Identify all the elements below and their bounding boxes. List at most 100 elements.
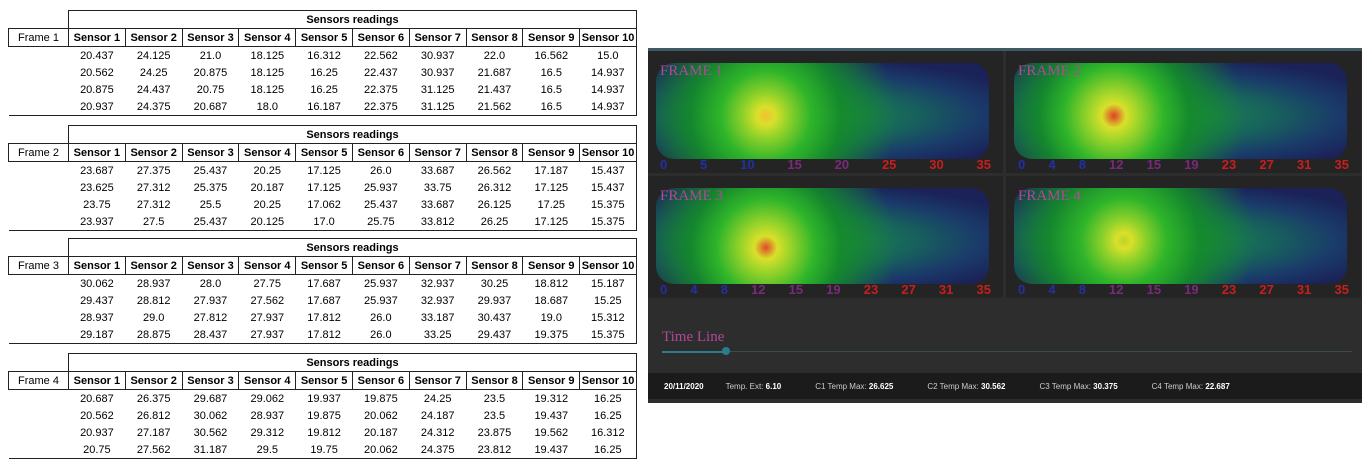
reading: 30.437	[477, 311, 512, 324]
status-item: C1 Temp Max: 26.625	[815, 382, 893, 391]
reading: 24.375	[420, 443, 455, 456]
reading: 19.437	[534, 409, 569, 422]
scale-label: 15	[1146, 282, 1162, 297]
reading: 30.562	[193, 426, 228, 439]
frame-label: Frame 3	[8, 256, 69, 275]
reading: 26.0	[370, 164, 392, 177]
frame-label: Frame 1	[8, 28, 69, 47]
spacer	[9, 47, 69, 65]
sensor-header: Sensor 9	[522, 143, 581, 162]
scale-label: 0	[1018, 282, 1026, 297]
timeline-progress	[662, 351, 726, 353]
reading: 27.937	[250, 328, 285, 341]
reading: 22.375	[364, 100, 398, 113]
reading: 32.937	[420, 294, 455, 307]
scale-label: 8	[1078, 282, 1086, 297]
scale-label: 19	[1184, 157, 1199, 172]
reading: 20.937	[80, 100, 114, 113]
reading: 16.25	[594, 392, 622, 405]
frame-title: FRAME 1	[660, 63, 723, 79]
scale-label: 15	[788, 282, 804, 297]
reading: 19.312	[534, 392, 569, 405]
reading: 19.562	[534, 426, 569, 439]
reading: 14.937	[590, 100, 625, 113]
reading: 26.562	[477, 164, 512, 177]
reading: 16.312	[307, 49, 341, 62]
reading: 20.937	[80, 426, 114, 439]
reading: 28.0	[199, 277, 222, 290]
reading: 20.062	[364, 443, 398, 456]
timeline-handle[interactable]	[722, 347, 730, 355]
reading: 30.062	[193, 409, 228, 422]
reading: 33.25	[423, 328, 452, 341]
reading: 17.062	[307, 198, 341, 211]
reading: 22.0	[483, 49, 506, 62]
spacer	[9, 64, 69, 81]
sensor-header: Sensor 3	[181, 256, 240, 275]
data-row: 20.937 27.187 30.562 29.312 19.812 20.187 24.3…	[9, 424, 637, 441]
scale-label: 35	[976, 282, 991, 297]
reading: 24.125	[136, 49, 171, 62]
reading: 27.312	[136, 198, 171, 211]
reading: 16.25	[594, 443, 622, 456]
reading: 20.875	[193, 66, 228, 79]
spacer	[9, 390, 69, 408]
reading: 31.125	[420, 83, 455, 96]
reading: 17.0	[313, 215, 335, 228]
scale-label: 23	[1221, 282, 1237, 297]
reading: 20.75	[196, 83, 225, 96]
status-item: C3 Temp Max: 30.375	[1040, 382, 1118, 391]
sensor-header: Sensor 5	[295, 256, 353, 275]
reading: 16.25	[594, 409, 622, 422]
reading: 28.875	[136, 328, 171, 341]
reading: 25.75	[367, 215, 395, 228]
timeline-track[interactable]	[662, 351, 1352, 352]
reading: 27.937	[193, 294, 228, 307]
scale-label: 4	[690, 282, 698, 297]
reading: 24.25	[423, 392, 452, 405]
frame-panel: FRAME 4 0 4 8 12 15 19 23 27 31 35	[1006, 176, 1361, 298]
reading: 15.375	[590, 328, 625, 341]
reading: 27.75	[253, 277, 282, 290]
reading: 33.687	[420, 164, 455, 177]
date: 20/11/2020	[664, 381, 704, 391]
scale-label: 5	[700, 157, 708, 172]
status-value: 6.10	[765, 381, 782, 391]
reading: 20.187	[250, 181, 285, 194]
reading: 17.125	[307, 164, 341, 177]
sensor-header: Sensor 5	[295, 143, 353, 162]
scale-label: 23	[1221, 157, 1237, 172]
reading: 29.437	[80, 294, 114, 307]
sensor-header: Sensor 8	[465, 256, 524, 275]
frame-label: Frame 2	[8, 143, 69, 162]
reading: 15.187	[590, 277, 625, 290]
data-row: 20.437 24.125 21.0 18.125 16.312 22.562 30.937…	[9, 47, 637, 65]
data-row: 20.687 26.375 29.687 29.062 19.937 19.875 24.2…	[9, 390, 637, 408]
spacer	[9, 441, 69, 459]
color-scale: 0 4 8 12 15 19 23 27 31 35	[660, 282, 991, 297]
reading: 20.875	[80, 83, 114, 96]
reading: 33.75	[423, 181, 452, 194]
reading: 29.062	[250, 392, 285, 405]
table-title: Sensors readings	[68, 10, 637, 29]
heatmap	[656, 188, 989, 284]
sensor-header: Sensor 9	[522, 256, 581, 275]
frame-panel: FRAME 1 0 5 10 15 20 25 30 35	[648, 51, 1003, 173]
reading: 27.562	[250, 294, 285, 307]
reading: 16.187	[307, 100, 341, 113]
reading: 20.437	[80, 49, 114, 62]
reading: 26.0	[370, 311, 392, 324]
reading: 17.125	[534, 215, 569, 228]
reading: 24.25	[139, 66, 168, 79]
table-title: Sensors readings	[68, 353, 637, 372]
spacer	[9, 81, 69, 98]
reading: 30.937	[420, 66, 455, 79]
reading: 24.187	[420, 409, 455, 422]
scale-label: 35	[1334, 282, 1349, 297]
reading: 15.312	[590, 311, 625, 324]
reading: 20.687	[80, 392, 114, 405]
